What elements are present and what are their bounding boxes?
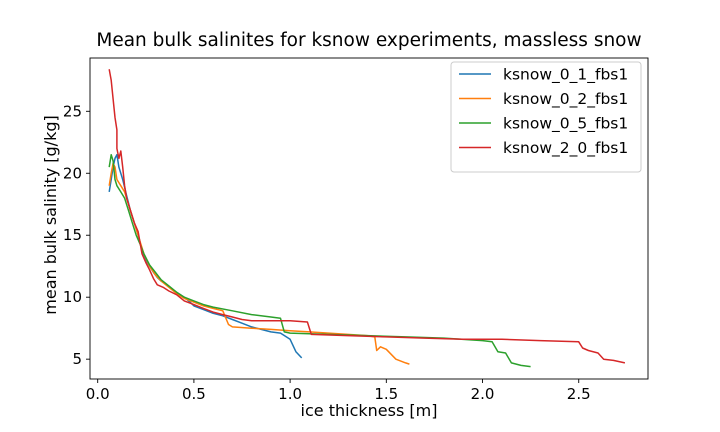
y-tick-label: 15 <box>63 226 82 244</box>
legend-label-ksnow_0_1_fbs1: ksnow_0_1_fbs1 <box>503 66 628 85</box>
series-line-ksnow_2_0_fbs1 <box>108 69 626 364</box>
chart-title: Mean bulk salinites for ksnow experiment… <box>96 30 641 51</box>
plot-frame <box>89 57 649 380</box>
legend-box <box>450 61 642 173</box>
y-tick-label: 20 <box>63 164 82 182</box>
x-tick-label: 2.0 <box>471 385 495 403</box>
y-axis-label: mean bulk salinity [g/kg] <box>41 115 60 314</box>
y-tick-label: 25 <box>63 102 82 120</box>
series-line-ksnow_0_1_fbs1 <box>108 153 303 359</box>
x-tick-label: 1.0 <box>278 385 302 403</box>
series-line-ksnow_0_5_fbs1 <box>108 153 531 368</box>
legend-label-ksnow_0_2_fbs1: ksnow_0_2_fbs1 <box>503 90 628 109</box>
x-tick-label: 0.5 <box>182 385 206 403</box>
x-axis-label: ice thickness [m] <box>301 401 438 420</box>
x-tick-label: 0.0 <box>86 385 110 403</box>
legend: ksnow_0_1_fbs1 ksnow_0_2_fbs1 ksnow_0_5_fb… <box>450 61 642 173</box>
legend-label-ksnow_2_0_fbs1: ksnow_2_0_fbs1 <box>503 139 628 158</box>
x-tick-label: 2.5 <box>567 385 591 403</box>
legend-label-ksnow_0_5_fbs1: ksnow_0_5_fbs1 <box>503 115 628 134</box>
axes: 0.0 0.5 1.0 1.5 2.0 2.5 5 10 15 20 25 <box>63 57 649 403</box>
plot-area <box>108 69 626 368</box>
y-tick-label: 5 <box>72 350 82 368</box>
y-tick-label: 10 <box>63 288 82 306</box>
x-tick-label: 1.5 <box>374 385 398 403</box>
series-line-ksnow_0_2_fbs1 <box>108 162 410 365</box>
